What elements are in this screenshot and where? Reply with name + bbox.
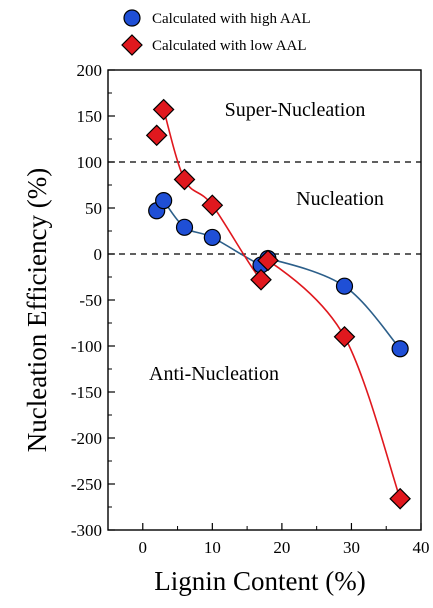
series-2-point-7 <box>333 325 356 348</box>
legend-marker-2 <box>121 34 143 56</box>
series-2-point-3 <box>173 168 196 191</box>
series-1-point-4 <box>203 228 221 247</box>
legend-marker-1 <box>123 9 141 27</box>
y-tick-label: -100 <box>71 337 102 356</box>
series-2-point-4 <box>201 194 224 217</box>
legend-label-2: Calculated with low AAL <box>152 38 307 54</box>
y-tick-label: -50 <box>79 291 102 310</box>
y-tick-label: 200 <box>77 61 103 80</box>
series-2-point-8 <box>389 487 411 510</box>
x-tick-label: 40 <box>413 538 430 557</box>
y-tick-label: -150 <box>71 383 102 402</box>
series-2-point-5 <box>250 268 272 291</box>
y-tick-label: 50 <box>85 199 102 218</box>
y-axis-title: Nucleation Efficiency (%) <box>22 168 52 452</box>
y-tick-label: -200 <box>71 429 102 448</box>
y-tick-label: 100 <box>77 153 103 172</box>
series-1-point-8 <box>391 340 409 358</box>
series-1-point-7 <box>335 277 354 295</box>
plot-area <box>108 98 421 510</box>
y-tick-label: 150 <box>77 107 103 126</box>
series-1-curve <box>163 200 401 350</box>
labels: 200 150 100 50 0 -50 -100 -150 -200 -250 -300 0 10 20… <box>22 61 430 596</box>
x-tick-label: 10 <box>204 538 221 557</box>
series-2-point-1 <box>145 124 168 147</box>
series-2-point-2 <box>152 98 175 121</box>
x-axis-title: Lignin Content (%) <box>154 566 365 596</box>
y-tick-label: 0 <box>94 245 103 264</box>
series-1-point-2 <box>155 192 173 210</box>
series-1-point-3 <box>175 218 194 236</box>
x-tick-label: 0 <box>139 538 148 557</box>
y-tick-label: -250 <box>71 475 102 494</box>
annotation-1: Super-Nucleation <box>225 99 366 121</box>
legend-label-1: Calculated with high AAL <box>152 11 311 27</box>
annotation-2: Nucleation <box>296 188 384 210</box>
legend: Calculated with high AAL Calculated with … <box>121 9 311 56</box>
annotation-3: Anti-Nucleation <box>149 363 279 385</box>
x-tick-label: 20 <box>273 538 290 557</box>
axes <box>107 69 422 531</box>
x-tick-label: 30 <box>343 538 360 557</box>
series-2-point-6 <box>257 249 279 272</box>
y-tick-label: -300 <box>71 521 102 540</box>
